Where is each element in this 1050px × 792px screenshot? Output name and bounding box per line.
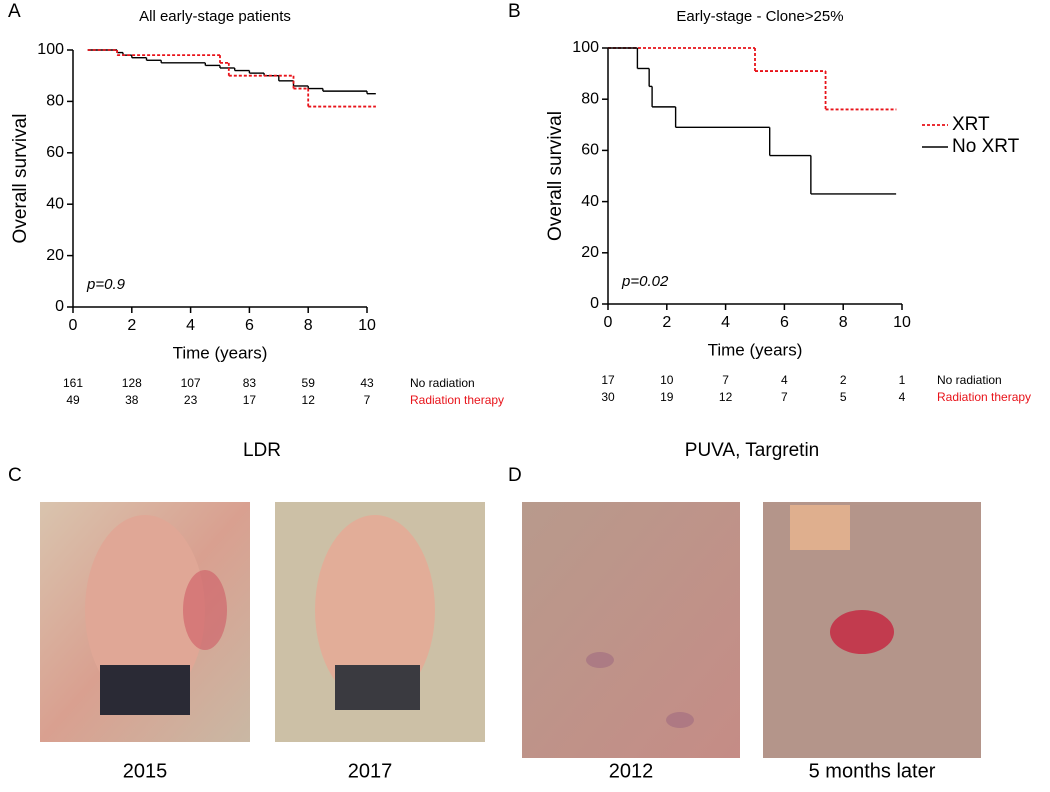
risk-count: 5 [840, 390, 847, 404]
y-tick-label: 40 [581, 193, 599, 210]
y-tick-label: 60 [46, 144, 64, 161]
risk-count: 107 [181, 376, 201, 390]
x-tick-label: 0 [604, 314, 613, 331]
photo-panel-title: PUVA, Targretin [685, 440, 819, 461]
risk-count: 30 [601, 390, 615, 404]
legend-label: XRT [952, 114, 990, 135]
risk-count: 7 [781, 390, 788, 404]
x-tick-label: 2 [127, 317, 136, 334]
photo-d2 [763, 502, 981, 758]
photo-caption: 2017 [348, 760, 393, 782]
risk-count: 10 [660, 373, 674, 387]
y-tick-label: 40 [46, 195, 64, 212]
x-tick-label: 10 [893, 314, 911, 331]
y-axis-label: Overall survival [545, 111, 566, 241]
risk-count: 19 [660, 390, 674, 404]
x-tick-label: 6 [780, 314, 789, 331]
y-tick-label: 80 [46, 93, 64, 110]
photo-d1 [522, 502, 740, 758]
p-value: p=0.02 [621, 273, 669, 290]
photo-c1 [40, 502, 250, 742]
panel-label: B [508, 1, 521, 22]
risk-row-label: No radiation [937, 373, 1002, 387]
x-axis-label: Time (years) [708, 340, 803, 359]
risk-count: 12 [302, 393, 316, 407]
risk-count: 49 [66, 393, 80, 407]
risk-count: 17 [243, 393, 257, 407]
photo-c2 [275, 502, 485, 742]
risk-count: 4 [899, 390, 906, 404]
panel-label: C [8, 465, 22, 486]
y-tick-label: 100 [37, 41, 64, 58]
photo-caption: 2012 [609, 760, 654, 782]
x-tick-label: 4 [721, 314, 730, 331]
chart-title: All early-stage patients [139, 8, 291, 25]
panel-label: D [508, 465, 522, 486]
x-tick-label: 6 [245, 317, 254, 334]
y-tick-label: 80 [581, 90, 599, 107]
risk-count: 59 [302, 376, 316, 390]
y-axis-label: Overall survival [10, 114, 31, 244]
risk-count: 128 [122, 376, 142, 390]
x-axis-label: Time (years) [173, 343, 268, 362]
risk-count: 38 [125, 393, 139, 407]
risk-count: 7 [364, 393, 371, 407]
risk-count: 1 [899, 373, 906, 387]
risk-count: 83 [243, 376, 257, 390]
risk-count: 161 [63, 376, 83, 390]
risk-row-label: No radiation [410, 376, 475, 390]
risk-count: 12 [719, 390, 733, 404]
y-tick-label: 20 [46, 247, 64, 264]
x-tick-label: 2 [662, 314, 671, 331]
risk-count: 43 [360, 376, 374, 390]
x-tick-label: 8 [839, 314, 848, 331]
risk-count: 4 [781, 373, 788, 387]
panel-label: A [8, 1, 21, 22]
p-value: p=0.9 [86, 276, 126, 293]
y-tick-label: 0 [55, 298, 64, 315]
x-tick-label: 8 [304, 317, 313, 334]
risk-row-label: Radiation therapy [410, 393, 504, 407]
risk-count: 2 [840, 373, 847, 387]
y-tick-label: 0 [590, 295, 599, 312]
risk-count: 23 [184, 393, 198, 407]
x-tick-label: 0 [69, 317, 78, 334]
photo-caption: 2015 [123, 760, 168, 782]
y-tick-label: 20 [581, 244, 599, 261]
x-tick-label: 10 [358, 317, 376, 334]
x-tick-label: 4 [186, 317, 195, 334]
chart-title: Early-stage - Clone>25% [676, 8, 843, 25]
y-tick-label: 60 [581, 142, 599, 159]
risk-count: 17 [601, 373, 615, 387]
photo-panel-title: LDR [243, 440, 281, 461]
y-tick-label: 100 [572, 39, 599, 56]
risk-count: 7 [722, 373, 729, 387]
photo-caption: 5 months later [809, 760, 936, 782]
risk-row-label: Radiation therapy [937, 390, 1031, 404]
legend-label: No XRT [952, 136, 1020, 157]
